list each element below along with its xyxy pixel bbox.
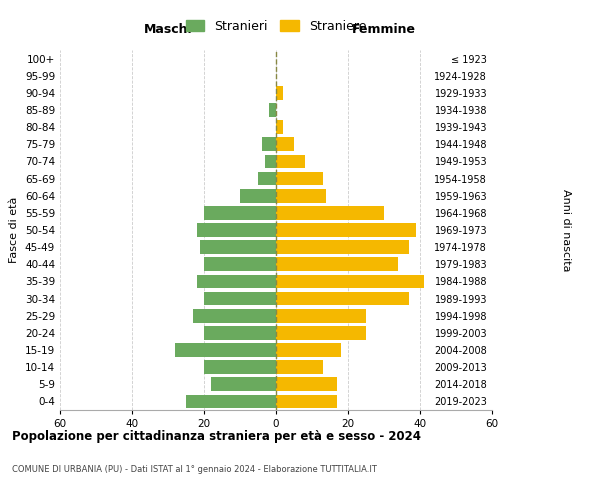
Bar xyxy=(240,189,276,202)
Y-axis label: Anni di nascita: Anni di nascita xyxy=(562,188,571,271)
Bar xyxy=(204,206,276,220)
Bar xyxy=(276,172,323,185)
Bar xyxy=(175,343,276,357)
Bar xyxy=(276,394,337,408)
Bar xyxy=(186,394,276,408)
Bar xyxy=(197,223,276,237)
Bar xyxy=(276,326,366,340)
Bar xyxy=(276,206,384,220)
Bar xyxy=(276,138,294,151)
Bar xyxy=(276,240,409,254)
Text: Maschi: Maschi xyxy=(143,24,193,36)
Bar xyxy=(258,172,276,185)
Bar xyxy=(276,309,366,322)
Bar xyxy=(262,138,276,151)
Bar xyxy=(211,378,276,391)
Bar xyxy=(276,154,305,168)
Text: COMUNE DI URBANIA (PU) - Dati ISTAT al 1° gennaio 2024 - Elaborazione TUTTITALIA: COMUNE DI URBANIA (PU) - Dati ISTAT al 1… xyxy=(12,465,377,474)
Bar xyxy=(276,274,424,288)
Legend: Stranieri, Straniere: Stranieri, Straniere xyxy=(182,16,370,37)
Bar xyxy=(204,326,276,340)
Bar xyxy=(269,103,276,117)
Text: Popolazione per cittadinanza straniera per età e sesso - 2024: Popolazione per cittadinanza straniera p… xyxy=(12,430,421,443)
Bar xyxy=(204,292,276,306)
Bar xyxy=(193,309,276,322)
Bar xyxy=(276,189,326,202)
Bar xyxy=(265,154,276,168)
Bar xyxy=(276,292,409,306)
Bar xyxy=(276,378,337,391)
Bar xyxy=(276,86,283,100)
Bar xyxy=(276,343,341,357)
Bar xyxy=(276,258,398,271)
Bar xyxy=(276,120,283,134)
Bar xyxy=(276,223,416,237)
Y-axis label: Fasce di età: Fasce di età xyxy=(10,197,19,263)
Text: Femmine: Femmine xyxy=(352,24,416,36)
Bar xyxy=(204,360,276,374)
Bar xyxy=(204,258,276,271)
Bar xyxy=(197,274,276,288)
Bar xyxy=(276,360,323,374)
Bar xyxy=(200,240,276,254)
